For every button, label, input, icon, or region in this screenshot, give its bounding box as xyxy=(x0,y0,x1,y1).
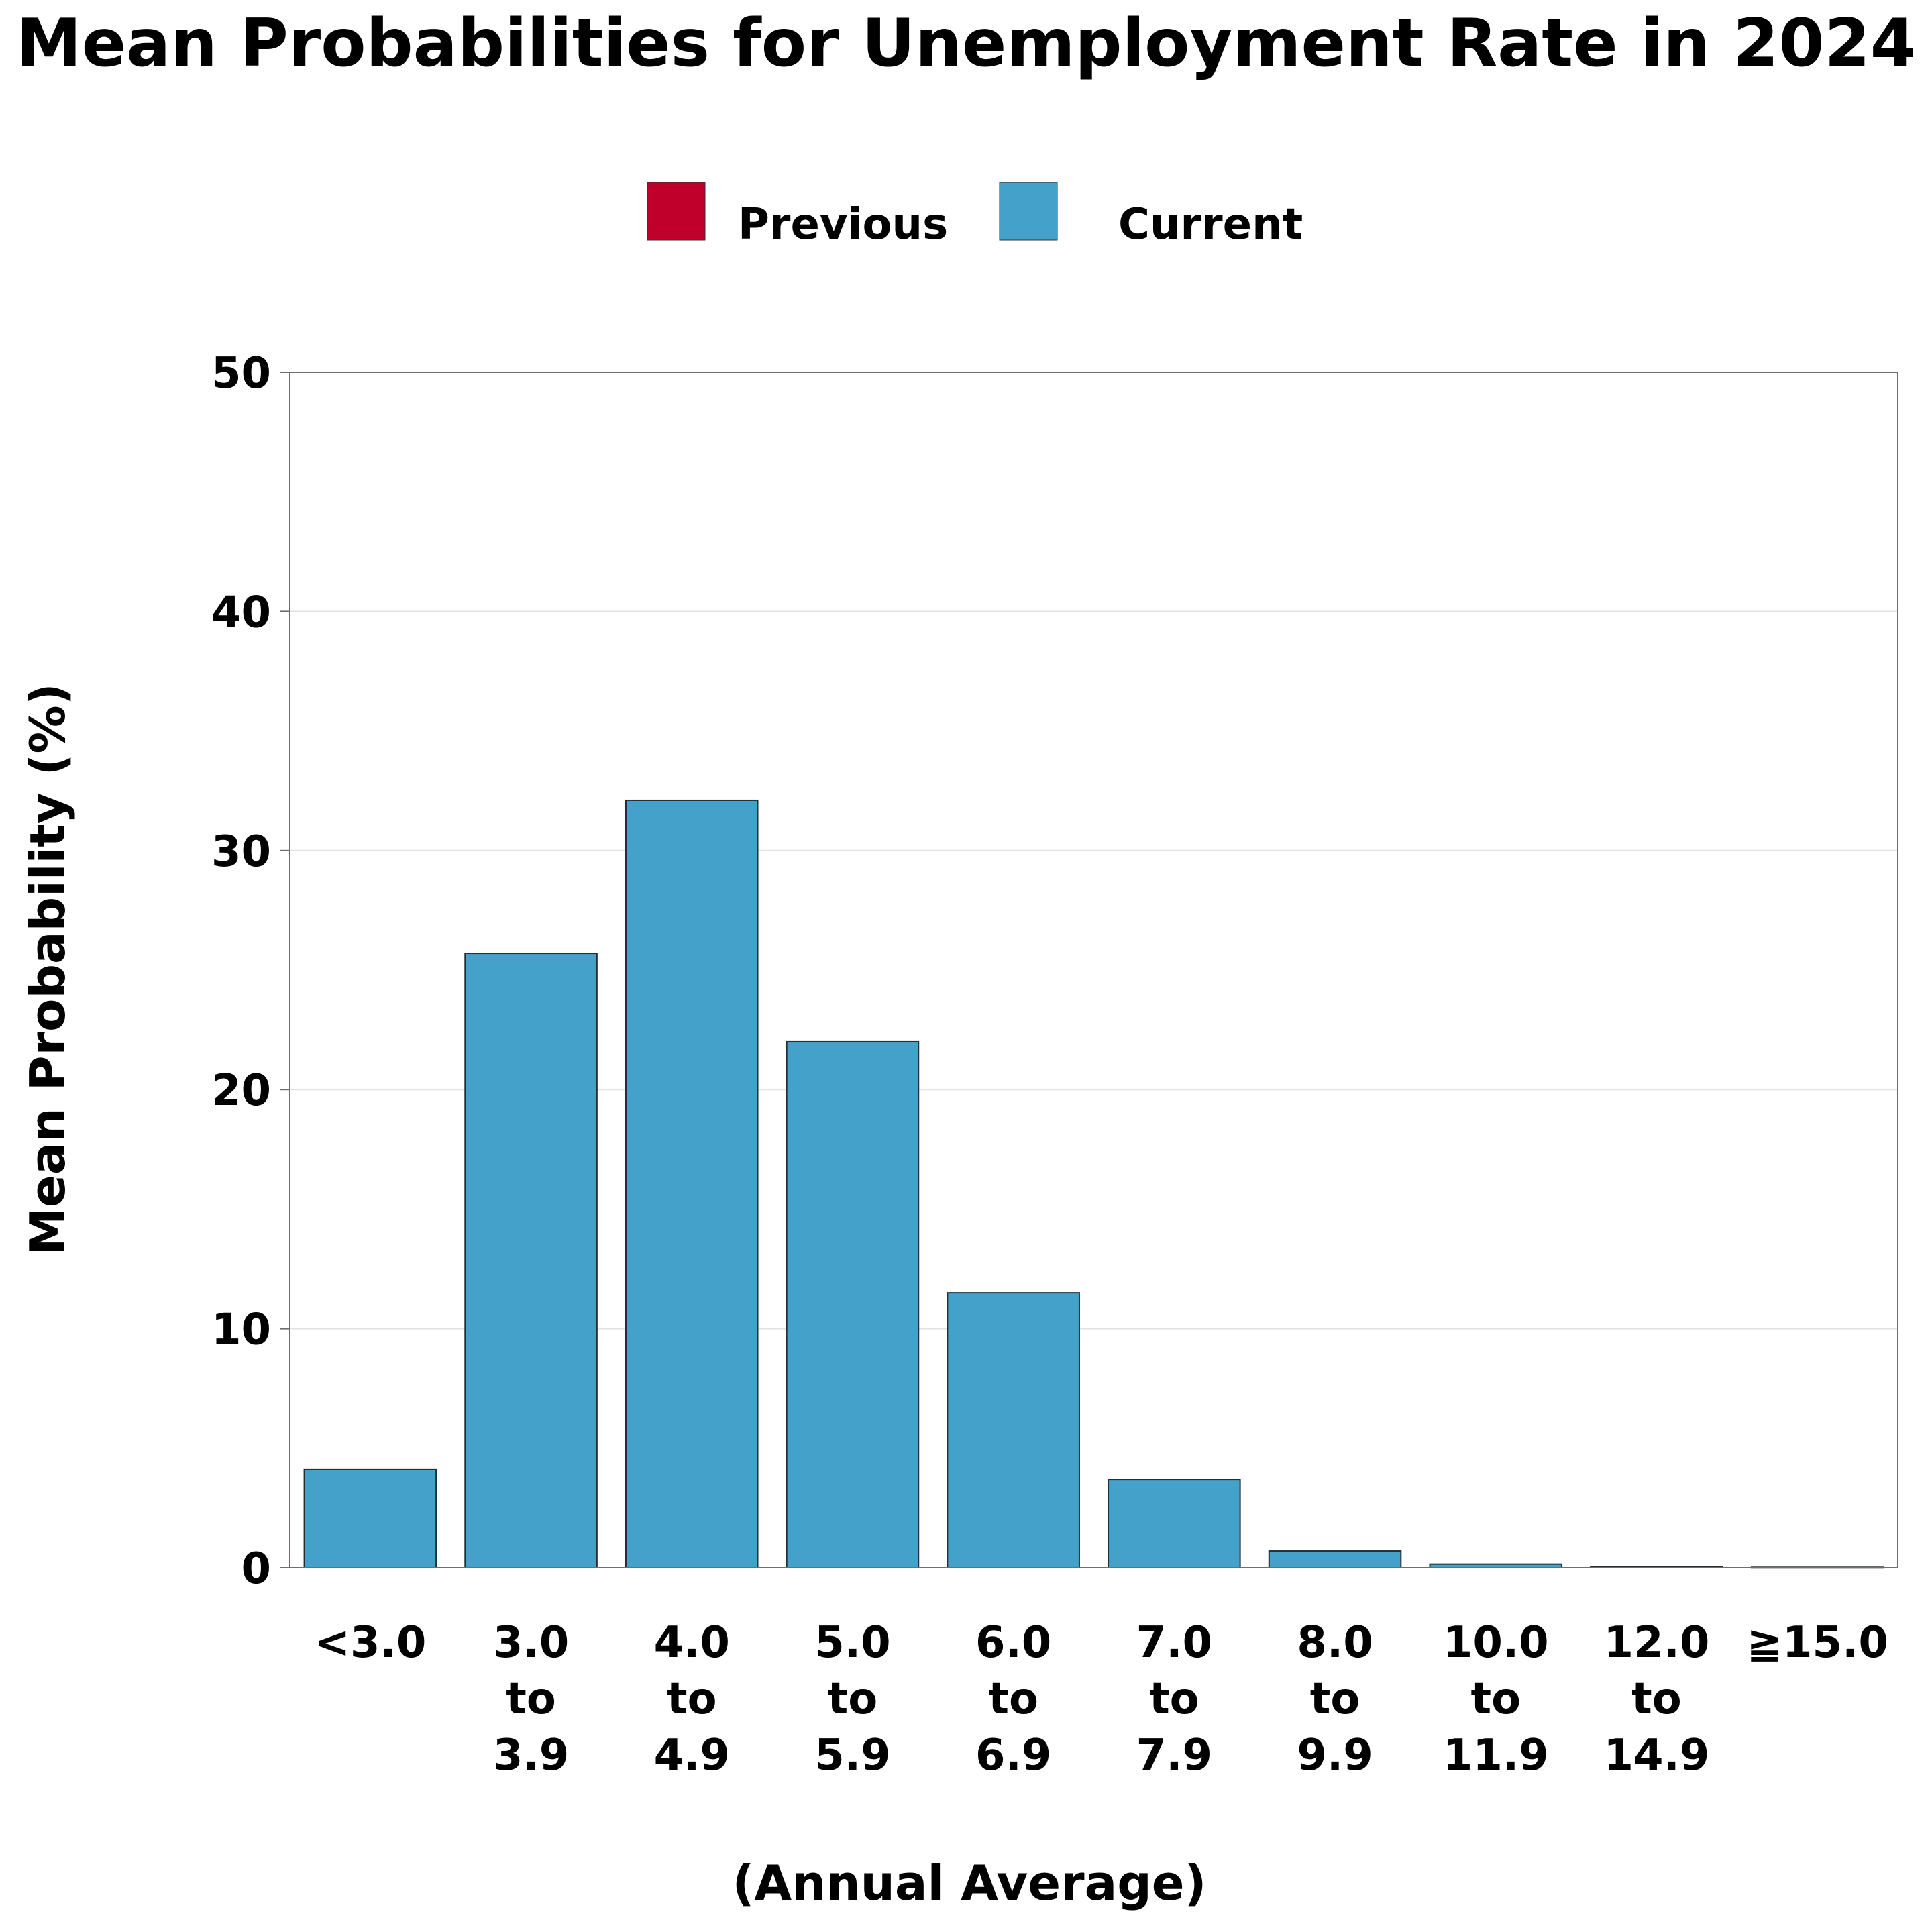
legend-label-previous: Previous xyxy=(738,200,948,250)
x-category-label-line: 8.0 xyxy=(1297,1618,1373,1668)
legend: Previous Current xyxy=(647,182,1303,250)
x-category-label-line: 9.9 xyxy=(1297,1731,1373,1780)
y-tick-label: 30 xyxy=(211,827,271,877)
legend-swatch-current xyxy=(999,182,1058,241)
x-category-label-line: <3.0 xyxy=(314,1618,426,1668)
x-axis-title: (Annual Average) xyxy=(732,1855,1206,1911)
x-category-label: 3.0 to 3.9 xyxy=(493,1618,569,1780)
x-category-label: ≧15.0 xyxy=(1746,1618,1888,1668)
x-category-label: 10.0 to 11.9 xyxy=(1443,1618,1549,1780)
x-category-label-line: 3.0 xyxy=(493,1618,569,1668)
x-axis-category-labels: <3.0 3.0 to 3.9 4.0 to 4.9 5.0 to 5.9 6.0 to 6.9 7.0 t… xyxy=(314,1618,1888,1780)
legend-label-current: Current xyxy=(1118,200,1303,250)
x-category-label-line: to xyxy=(988,1674,1038,1724)
x-category-label-line: to xyxy=(506,1674,556,1724)
bar-current-6 xyxy=(1268,1550,1402,1569)
x-category-label: <3.0 xyxy=(314,1618,426,1668)
y-tick-label: 0 xyxy=(241,1544,271,1594)
x-category-label-line: 6.9 xyxy=(975,1731,1051,1780)
y-tick-label: 40 xyxy=(211,588,271,637)
x-category-label-line: to xyxy=(1149,1674,1199,1724)
x-category-label: 7.0 to 7.9 xyxy=(1136,1618,1212,1780)
x-category-label: 8.0 to 9.9 xyxy=(1297,1618,1373,1780)
x-category-label-line: 14.9 xyxy=(1603,1731,1709,1780)
legend-swatch-previous xyxy=(647,182,706,241)
bar-current-3 xyxy=(786,1040,920,1569)
x-category-label-line: 10.0 xyxy=(1443,1618,1549,1668)
x-category-label-line: to xyxy=(828,1674,878,1724)
x-category-label-line: 12.0 xyxy=(1603,1618,1709,1668)
x-category-label-line: to xyxy=(1631,1674,1682,1724)
plot-area-frame xyxy=(289,372,1898,1568)
x-category-label-line: 7.9 xyxy=(1136,1731,1212,1780)
x-category-label-line: 4.0 xyxy=(654,1618,730,1668)
bar-current-2 xyxy=(625,799,759,1568)
x-category-label: 4.0 to 4.9 xyxy=(654,1618,730,1780)
y-tick-label: 50 xyxy=(211,349,271,398)
y-axis-ticks: 0 10 20 30 40 50 xyxy=(211,349,290,1594)
y-axis-title: Mean Probability (%) xyxy=(19,683,76,1255)
bar-current-4 xyxy=(947,1292,1080,1568)
x-category-label-line: 3.9 xyxy=(493,1731,569,1780)
y-tick-label: 10 xyxy=(211,1305,271,1355)
bar-current-5 xyxy=(1108,1479,1241,1569)
x-category-label-line: to xyxy=(1310,1674,1360,1724)
x-category-label: 5.0 to 5.9 xyxy=(814,1618,890,1780)
x-category-label: 12.0 to 14.9 xyxy=(1603,1618,1709,1780)
x-category-label-line: to xyxy=(667,1674,717,1724)
x-category-label-line: 5.0 xyxy=(814,1618,890,1668)
x-category-label-line: ≧15.0 xyxy=(1746,1618,1888,1668)
bar-current-0 xyxy=(303,1468,437,1568)
x-category-label-line: 6.0 xyxy=(975,1618,1051,1668)
x-category-label: 6.0 to 6.9 xyxy=(975,1618,1051,1780)
bars xyxy=(303,799,1884,1569)
bar-current-1 xyxy=(464,953,598,1568)
chart-title: Mean Probabilities for Unemployment Rate… xyxy=(16,5,1916,82)
y-tick-label: 20 xyxy=(211,1066,271,1116)
x-category-label-line: 5.9 xyxy=(814,1731,890,1780)
x-category-label-line: 11.9 xyxy=(1443,1731,1549,1780)
x-category-label-line: to xyxy=(1470,1674,1521,1724)
x-category-label-line: 4.9 xyxy=(654,1731,730,1780)
x-category-label-line: 7.0 xyxy=(1136,1618,1212,1668)
